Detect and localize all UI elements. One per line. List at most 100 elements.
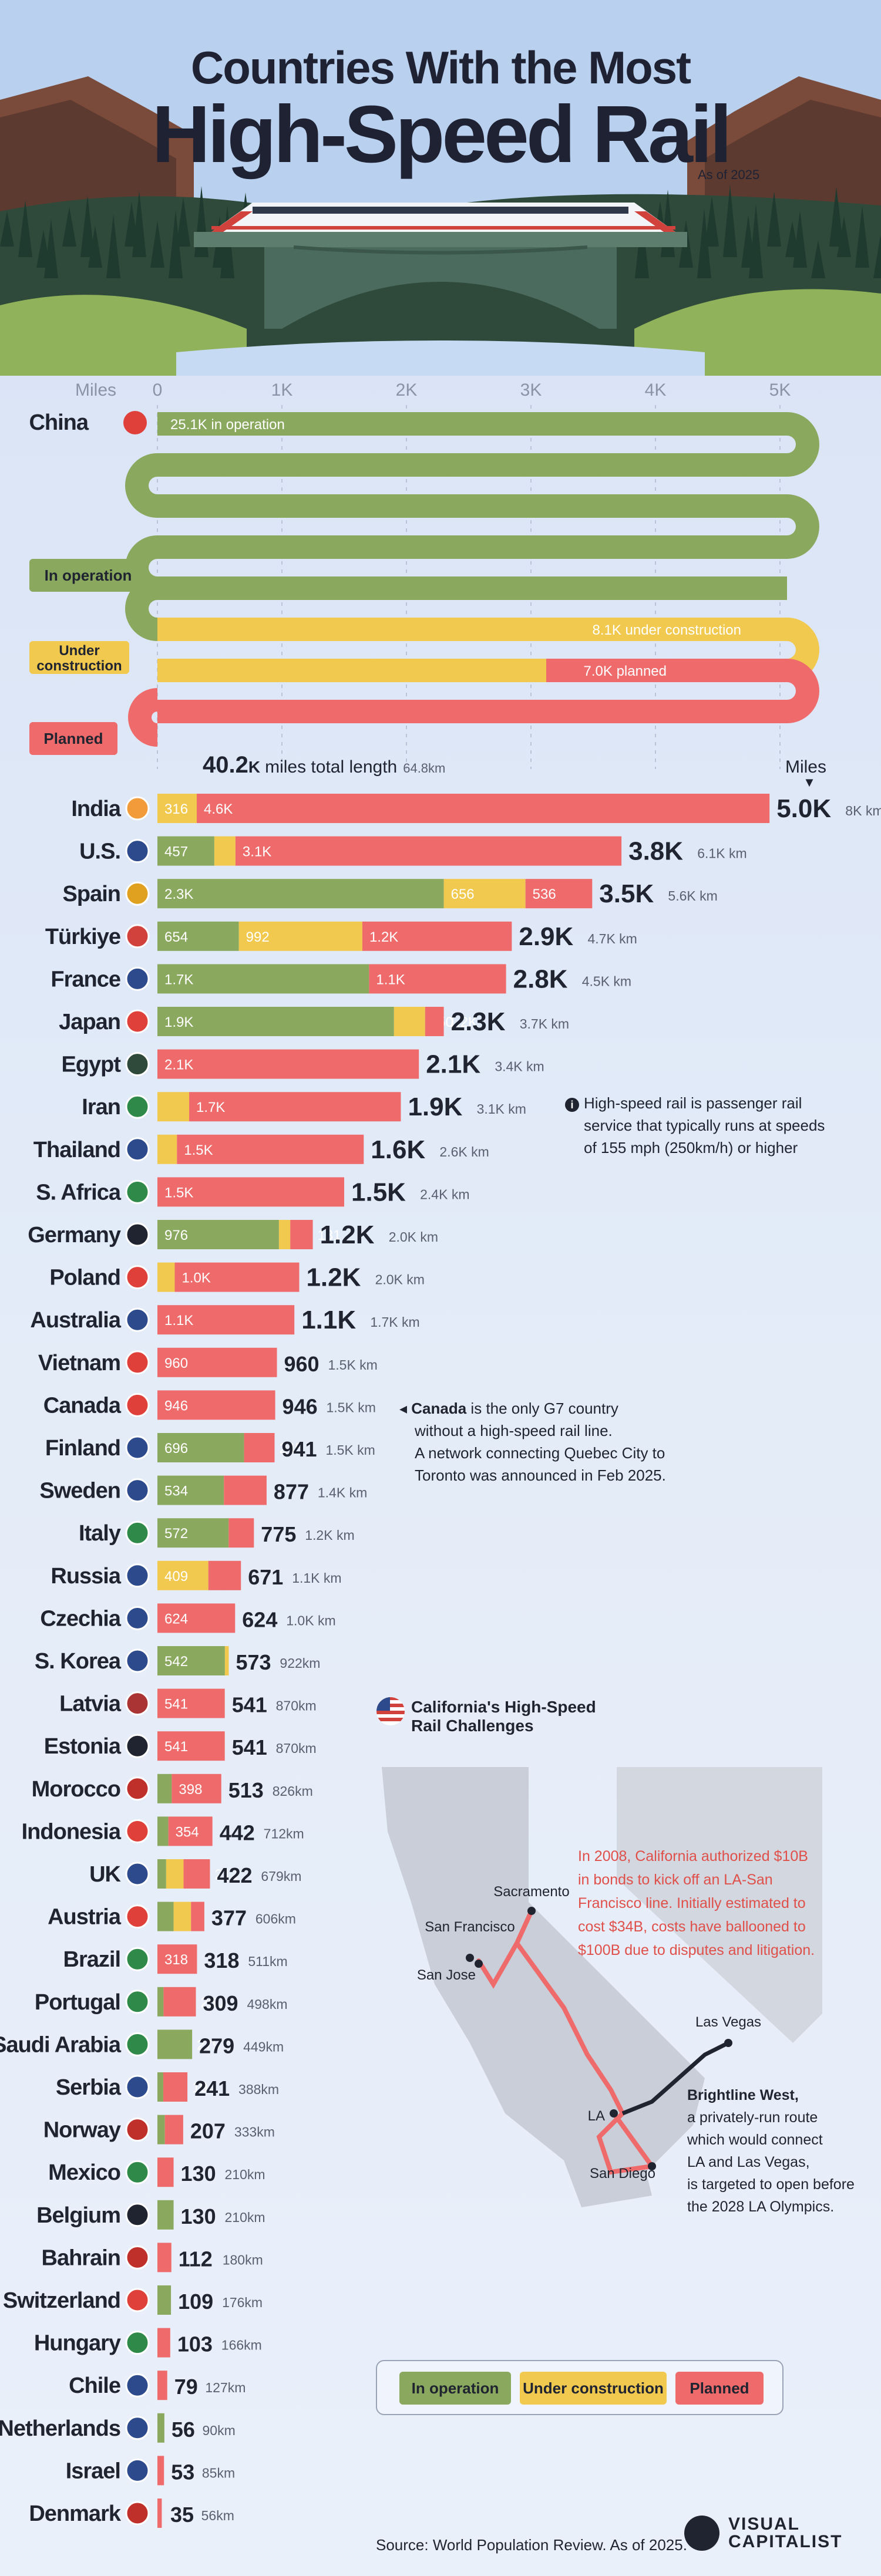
hero-illustration: Countries With the Most High-Speed Rail …: [0, 0, 881, 376]
california-title-line-2: Rail Challenges: [411, 1717, 534, 1735]
china-tag-label: Planned: [43, 730, 103, 747]
country-label: Czechia: [40, 1606, 121, 1631]
brightline-line-2: which would connect: [687, 2132, 823, 2148]
bar-pl: [157, 1603, 236, 1633]
total-value: 2.3K: [451, 1007, 506, 1036]
tree-icon: [132, 191, 146, 257]
total-km: 388km: [238, 2082, 279, 2097]
source-note: Source: World Population Review. As of 2…: [376, 2536, 687, 2554]
country-label: Latvia: [59, 1692, 122, 1717]
bar-label: 398: [179, 1782, 202, 1798]
total-km: 826km: [273, 1783, 313, 1799]
tree-icon: [88, 225, 102, 268]
total-km: 8K km: [845, 803, 881, 818]
china-operation-label: 25.1K in operation: [170, 417, 285, 433]
bar-pl: [172, 1773, 221, 1803]
flag-icon: [125, 1606, 150, 1630]
bar-pl: [157, 2328, 170, 2358]
flag-icon: [125, 2373, 150, 2398]
china-flag-icon: [123, 411, 147, 434]
flag-icon: [125, 1947, 150, 1971]
country-label: Japan: [59, 1010, 120, 1034]
total-km: 180km: [223, 2252, 263, 2267]
total-km: 3.7K km: [520, 1016, 569, 1031]
tree-icon: [767, 191, 781, 247]
flag-icon: [125, 1862, 150, 1886]
bar-pl: [244, 1433, 275, 1462]
city-marker: [466, 1954, 474, 1962]
flag-icon: [125, 1009, 150, 1034]
total-value: 624: [242, 1607, 277, 1631]
bar-label: 260: [201, 1995, 224, 2011]
china-band-turn: [787, 412, 819, 477]
flag-icon: [125, 1904, 150, 1929]
bar-label: 457: [164, 844, 188, 860]
country-label: S. Africa: [36, 1180, 122, 1205]
california-map: [382, 1767, 705, 2207]
total-km: 1.0K km: [286, 1613, 335, 1628]
bar-label: 2.1K: [164, 1057, 193, 1073]
country-label: U.S.: [79, 839, 120, 864]
brightline-route: [621, 2041, 729, 2116]
canada-note-line-2: without a high-speed rail line.: [415, 1422, 613, 1439]
total-value: 3.5K: [599, 879, 654, 908]
flag-icon: [125, 2075, 150, 2099]
total-value: 207: [190, 2119, 226, 2143]
tree-icon: [80, 195, 95, 257]
bar-op: [157, 921, 239, 951]
bar-op: [157, 1433, 244, 1462]
cost-note-line-5: $100B due to disputes and litigation.: [578, 1942, 815, 1958]
tree-icon: [855, 205, 869, 268]
total-km: 1.4K km: [318, 1485, 367, 1501]
country-row: U.S.4571703.1K3.8K6.1K km: [79, 836, 747, 866]
china-band-turn: [128, 688, 157, 747]
total-km: 6.1K km: [697, 846, 747, 861]
total-value: 5.0K: [776, 794, 831, 823]
flag-icon: [125, 1435, 150, 1460]
as-of-label: As of 2025: [698, 167, 760, 182]
brand-logo: VISUAL CAPITALIST: [684, 2516, 842, 2551]
country-row: Hungary 103 166km: [34, 2328, 262, 2358]
tree-icon: [749, 204, 763, 278]
total-km: 4.5K km: [582, 973, 631, 989]
country-label: Portugal: [35, 1990, 120, 2015]
bar-pl: [157, 1305, 295, 1335]
bar-pl: [177, 1134, 364, 1164]
flag-icon: [125, 2118, 150, 2142]
flag-icon: [125, 1478, 150, 1503]
bar-pl: [183, 1859, 210, 1889]
total-km: 210km: [225, 2167, 265, 2182]
tree-icon: [811, 240, 825, 278]
bar-op: [157, 1859, 166, 1889]
city-label: Las Vegas: [695, 2014, 761, 2030]
country-label: Netherlands: [0, 2416, 120, 2441]
bar-label: 245: [279, 1441, 302, 1456]
flag-icon: [125, 1094, 150, 1119]
country-label: China: [29, 410, 89, 435]
bar-label: 654: [164, 929, 188, 945]
cost-note-line-4: cost $34B, costs have ballooned to: [578, 1918, 806, 1935]
bar-op: [157, 1518, 229, 1548]
total-value: 422: [217, 1863, 252, 1887]
axis-tick-label: 3K: [520, 380, 542, 400]
country-row: Italy 572 775 1.2K km: [79, 1518, 355, 1548]
bar-op: [157, 1987, 164, 2017]
country-label: Brazil: [63, 1947, 120, 1972]
bar-pl: [157, 2243, 172, 2272]
info-icon: i: [565, 1098, 579, 1112]
country-row: Belgium 130 210km: [36, 2200, 265, 2230]
bar-label: 194: [192, 2080, 216, 2096]
total-km: 1.5K km: [327, 1400, 376, 1415]
city-label: LA: [588, 2108, 605, 2124]
country-row: Germany976911811.2K2.0K km: [28, 1220, 438, 1249]
country-row: Austria 377 606km: [48, 1901, 296, 1931]
bar-pl: [157, 2157, 174, 2187]
total-km: 3.1K km: [477, 1101, 526, 1117]
total-km: 166km: [221, 2338, 262, 2353]
bar-pl: [163, 1987, 196, 2017]
flag-icon: [125, 2245, 150, 2270]
